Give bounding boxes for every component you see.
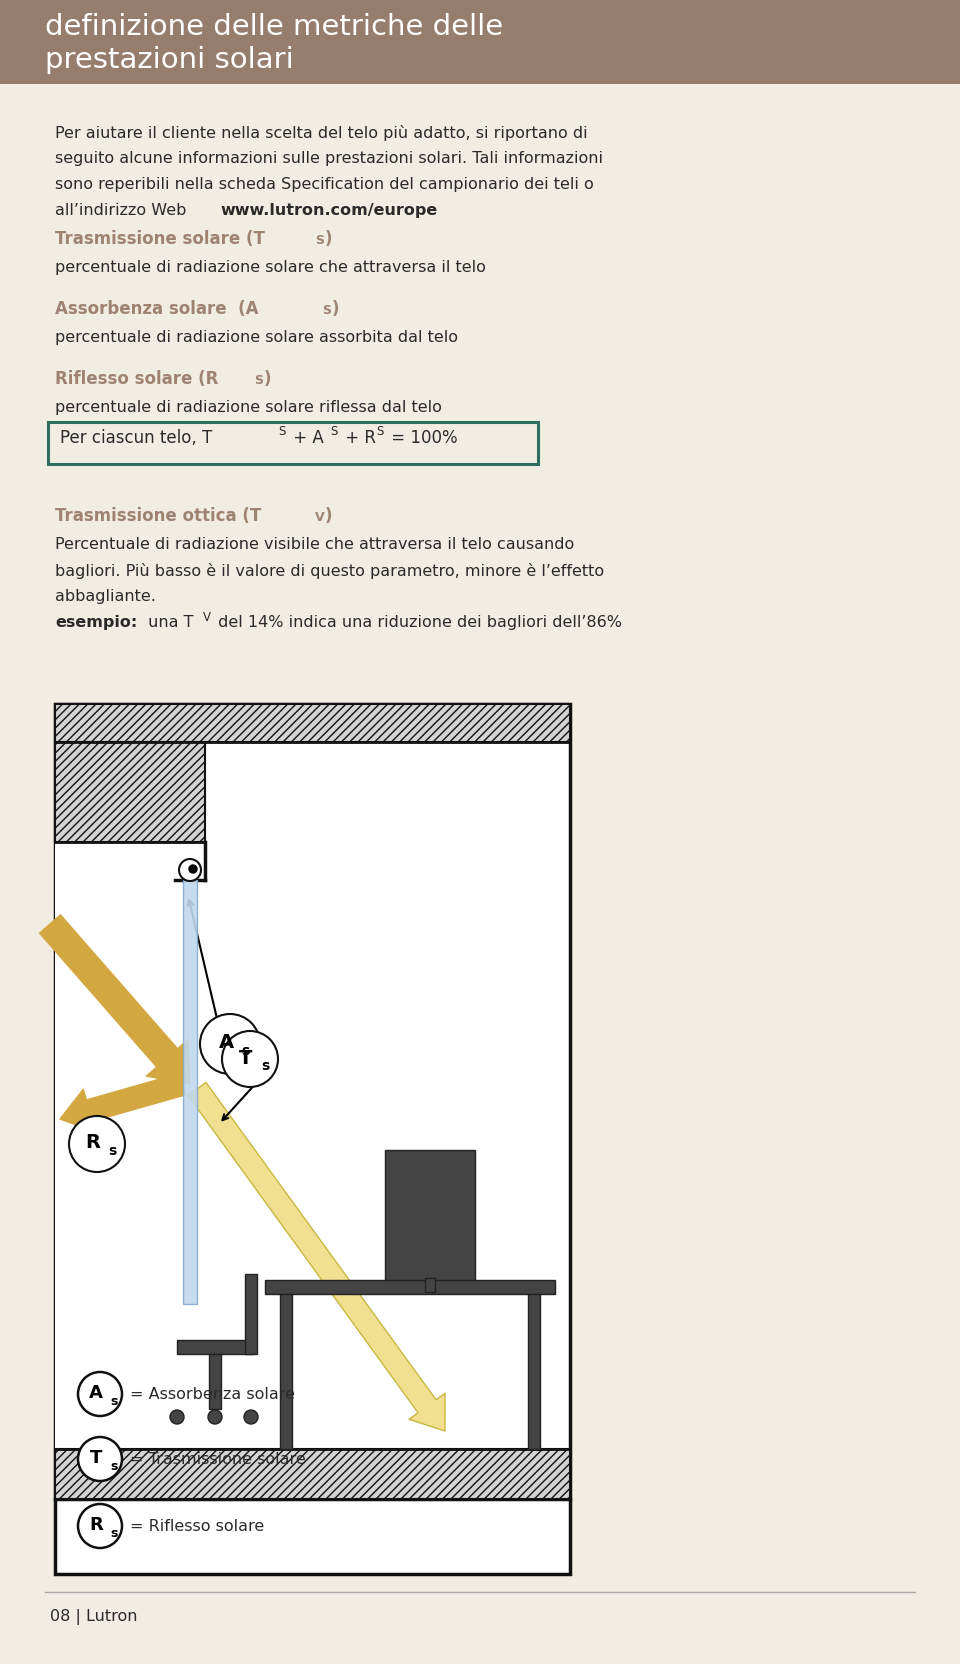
Text: S: S xyxy=(376,424,383,438)
Bar xyxy=(177,1340,253,1354)
Text: s: s xyxy=(261,1058,269,1072)
Text: del 14% indica una riduzione dei bagliori dell’86%: del 14% indica una riduzione dei baglior… xyxy=(213,614,622,629)
Text: A: A xyxy=(89,1383,103,1401)
Text: = 100%: = 100% xyxy=(386,429,458,446)
Bar xyxy=(528,1295,540,1449)
Text: sono reperibili nella scheda Specification del campionario dei teli o: sono reperibili nella scheda Specificati… xyxy=(55,176,593,191)
Text: s: s xyxy=(110,1526,117,1539)
Text: V: V xyxy=(315,511,324,524)
Text: T: T xyxy=(239,1048,252,1067)
Text: percentuale di radiazione solare che attraversa il telo: percentuale di radiazione solare che att… xyxy=(55,260,486,275)
Text: = Assorbenza solare: = Assorbenza solare xyxy=(130,1386,295,1401)
Text: percentuale di radiazione solare riflessa dal telo: percentuale di radiazione solare rifless… xyxy=(55,399,442,414)
Text: = Riflesso solare: = Riflesso solare xyxy=(130,1519,264,1534)
Text: Percentuale di radiazione visibile che attraversa il telo causando: Percentuale di radiazione visibile che a… xyxy=(55,537,574,552)
Bar xyxy=(48,423,538,464)
Text: ): ) xyxy=(332,300,340,318)
Text: prestazioni solari: prestazioni solari xyxy=(45,47,294,73)
Bar xyxy=(55,1499,570,1574)
Text: A: A xyxy=(219,1033,233,1052)
Bar xyxy=(385,1150,475,1280)
Text: definizione delle metriche delle: definizione delle metriche delle xyxy=(45,13,503,42)
Circle shape xyxy=(78,1373,122,1416)
Text: s: s xyxy=(110,1459,117,1473)
Text: + A: + A xyxy=(288,429,324,446)
Circle shape xyxy=(78,1504,122,1548)
Bar xyxy=(265,1280,555,1295)
Circle shape xyxy=(179,860,201,882)
Text: s: s xyxy=(241,1043,250,1057)
Text: una T: una T xyxy=(143,614,194,629)
Text: ): ) xyxy=(264,369,272,388)
Text: s: s xyxy=(110,1394,117,1408)
Text: Per aiutare il cliente nella scelta del telo più adatto, si riportano di: Per aiutare il cliente nella scelta del … xyxy=(55,125,588,141)
Circle shape xyxy=(244,1409,258,1424)
Text: = Trasmissione solare: = Trasmissione solare xyxy=(130,1451,305,1466)
Text: percentuale di radiazione solare assorbita dal telo: percentuale di radiazione solare assorbi… xyxy=(55,329,458,344)
Text: Trasmissione ottica (T: Trasmissione ottica (T xyxy=(55,508,261,524)
Text: seguito alcune informazioni sulle prestazioni solari. Tali informazioni: seguito alcune informazioni sulle presta… xyxy=(55,151,603,166)
Text: S: S xyxy=(330,424,337,438)
Text: Riflesso solare (R: Riflesso solare (R xyxy=(55,369,218,388)
Bar xyxy=(0,0,960,85)
Text: + R: + R xyxy=(340,429,376,446)
Text: V: V xyxy=(203,611,211,624)
Text: all’indirizzo Web: all’indirizzo Web xyxy=(55,203,197,218)
Circle shape xyxy=(170,1409,184,1424)
Text: s: s xyxy=(108,1143,116,1156)
Text: 08 | Lutron: 08 | Lutron xyxy=(50,1607,137,1624)
Bar xyxy=(55,742,115,1499)
Text: S: S xyxy=(254,374,263,386)
Circle shape xyxy=(189,865,197,874)
Text: bagliori. Più basso è il valore di questo parametro, minore è l’effetto: bagliori. Più basso è il valore di quest… xyxy=(55,562,604,579)
Text: Assorbenza solare  (A: Assorbenza solare (A xyxy=(55,300,258,318)
Bar xyxy=(55,1449,570,1499)
Text: esempio:: esempio: xyxy=(55,614,137,629)
Text: R: R xyxy=(85,1133,101,1151)
Text: R: R xyxy=(89,1516,103,1533)
Text: S: S xyxy=(322,305,331,316)
Text: abbagliante.: abbagliante. xyxy=(55,589,156,604)
Text: T: T xyxy=(90,1448,102,1466)
Text: Trasmissione solare (T: Trasmissione solare (T xyxy=(55,230,265,248)
Bar xyxy=(209,1354,221,1409)
Text: S: S xyxy=(315,235,324,246)
Bar xyxy=(183,880,197,1305)
Circle shape xyxy=(78,1438,122,1481)
Bar xyxy=(55,704,570,1499)
Circle shape xyxy=(208,1409,222,1424)
Bar xyxy=(280,1295,292,1449)
Text: ): ) xyxy=(325,230,332,248)
Bar xyxy=(55,742,205,842)
Bar xyxy=(425,1278,435,1293)
Text: Per ciascun telo, T: Per ciascun telo, T xyxy=(60,429,212,446)
Bar xyxy=(245,1275,257,1354)
Bar xyxy=(55,704,570,742)
Circle shape xyxy=(222,1032,278,1087)
Circle shape xyxy=(69,1117,125,1173)
Text: S: S xyxy=(278,424,285,438)
Circle shape xyxy=(200,1015,260,1075)
Text: www.lutron.com/europe: www.lutron.com/europe xyxy=(220,203,437,218)
Text: ): ) xyxy=(325,508,332,524)
